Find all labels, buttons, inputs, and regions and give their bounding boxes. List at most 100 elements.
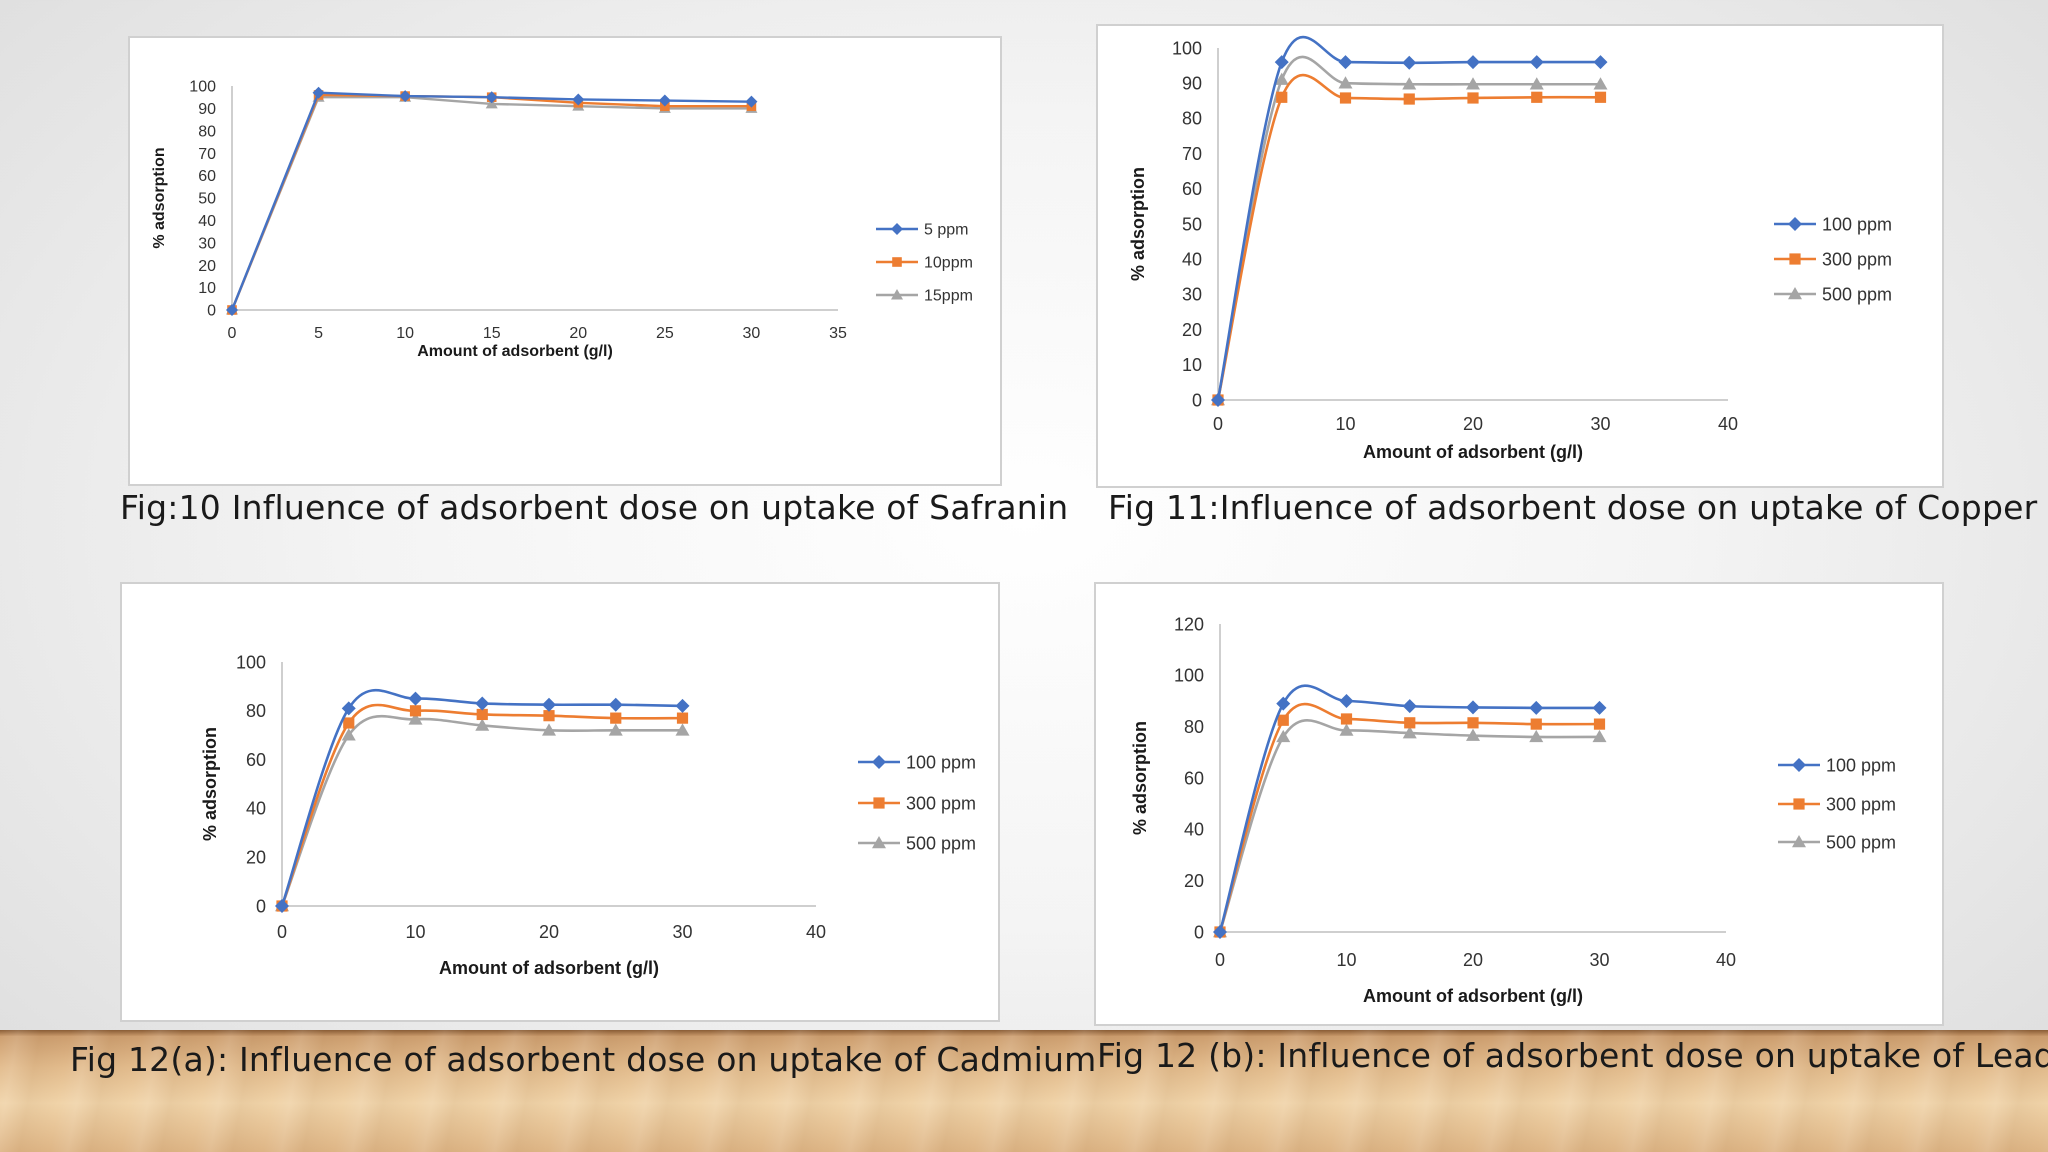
data-point [1339,694,1354,708]
caption-copper: Fig 11:Influence of adsorbent dose on up… [1108,488,2038,527]
x-axis-label: Amount of adsorbent (g/l) [1363,442,1583,462]
series-300-ppm [276,703,689,912]
legend-label: 300 ppm [1826,794,1896,814]
legend-item: 300 ppm [1778,794,1896,814]
x-tick-label: 10 [1335,414,1355,434]
data-point [608,697,623,712]
y-tick-label: 50 [198,191,216,208]
data-point [608,723,623,736]
y-tick-label: 30 [198,235,216,252]
data-point [408,691,423,706]
legend-item: 100 ppm [1774,214,1892,234]
data-point [1276,91,1288,103]
y-tick-label: 60 [246,750,266,770]
series-100-ppm [275,688,690,913]
y-axis-label: % adsorption [1130,721,1150,835]
series-300-ppm [1214,702,1606,938]
y-tick-label: 70 [1182,144,1202,164]
data-point [1529,55,1544,70]
x-tick-label: 30 [1590,414,1610,434]
data-point [275,899,289,913]
wooden-floor-background [0,1030,2048,1152]
data-point [475,718,490,731]
data-point [658,94,671,107]
x-axis-label: Amount of adsorbent (g/l) [417,343,613,360]
legend-item: 10ppm [876,255,973,272]
y-tick-label: 60 [1182,179,1202,199]
data-point [1467,92,1479,104]
data-point [1402,726,1417,739]
y-tick-label: 40 [1184,820,1204,840]
y-tick-label: 80 [246,701,266,721]
legend-marker [872,836,886,849]
data-point [226,304,238,316]
data-point [1276,696,1291,711]
y-tick-label: 100 [189,79,216,96]
y-tick-label: 60 [1184,768,1204,788]
data-point [1529,77,1544,90]
data-point [1274,55,1289,70]
x-tick-label: 30 [1589,950,1609,970]
chart-copper: 0 10 20 30 40 50 60 70 80 90 100 0 10 20 30 40 Amount of… [1096,24,1944,488]
y-tick-label: 40 [198,213,216,230]
data-point [675,723,690,736]
data-point [1339,723,1354,736]
data-point [1403,93,1415,105]
y-tick-label: 0 [207,303,216,320]
data-point [1466,700,1480,715]
chart-lead-plot: 0 20 40 60 80 100 120 0 10 20 30 40 Amount of adsorb… [1130,614,1896,1006]
x-tick-label: 20 [1463,414,1483,434]
y-tick-label: 90 [1182,74,1202,94]
legend-label: 10ppm [924,255,973,272]
caption-lead: Fig 12 (b): Influence of adsorbent dose … [1097,1036,2048,1075]
y-axis-label: % adsorption [1128,167,1148,281]
y-tick-label: 70 [198,146,216,163]
y-tick-label: 20 [246,848,266,868]
legend-marker [873,797,885,809]
data-point [1466,55,1480,70]
x-axis-label: Amount of adsorbent (g/l) [1363,986,1583,1006]
chart-safranin: 0 10 20 30 40 50 60 70 80 90 100 0 5 10 15 20 25 30 35 Amou… [128,36,1002,486]
legend-label: 500 ppm [1822,284,1892,304]
y-tick-label: 0 [1192,390,1202,410]
y-tick-label: 20 [198,258,216,275]
x-tick-label: 5 [314,325,323,342]
y-tick-label: 10 [1182,355,1202,375]
data-point [341,728,356,741]
data-point [1338,55,1353,70]
y-tick-label: 100 [236,652,266,672]
data-point [542,697,556,712]
data-point [1593,718,1606,730]
x-tick-label: 15 [483,325,501,342]
data-point [675,698,690,713]
data-point [745,95,758,108]
data-point [543,710,555,722]
x-tick-label: 20 [539,922,559,942]
series-500-ppm [1213,719,1607,938]
legend-item: 100 ppm [1778,755,1896,775]
data-point [1592,729,1607,743]
x-axis-label: Amount of adsorbent (g/l) [439,958,659,978]
series-300-ppm [1212,73,1607,406]
series-100-ppm [1213,684,1607,939]
x-tick-label: 40 [806,922,826,942]
data-point [408,712,423,725]
data-point [1530,718,1542,730]
data-point [475,696,490,711]
data-point [341,701,356,716]
y-tick-label: 20 [1182,320,1202,340]
data-point [542,723,556,736]
x-tick-label: 0 [277,922,287,942]
data-point [1529,729,1544,743]
data-point [1593,77,1608,90]
legend-marker [1793,798,1805,810]
legend-item: 15ppm [876,288,973,305]
chart-copper-plot: 0 10 20 30 40 50 60 70 80 90 100 0 10 20 30 40 Amount of… [1128,35,1892,462]
data-point [343,717,355,729]
x-tick-label: 30 [743,325,761,342]
legend-marker [1788,287,1802,300]
legend-marker [1788,217,1802,231]
y-tick-label: 10 [198,280,216,297]
chart-cadmium-plot: 0 20 40 60 80 100 0 10 20 30 40 Amount of adsorbent… [200,652,976,978]
y-tick-label: 80 [198,123,216,140]
